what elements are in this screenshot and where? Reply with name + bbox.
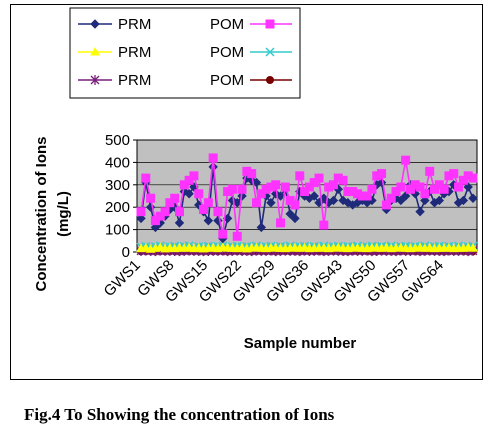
data-point <box>237 184 247 194</box>
data-point <box>146 193 156 203</box>
data-point <box>203 215 214 226</box>
y-axis-title-line1: Concentration of Ions <box>33 137 50 292</box>
series-2-pom <box>136 153 478 241</box>
data-point <box>367 184 377 194</box>
data-point <box>396 182 406 192</box>
legend-marker <box>266 76 274 84</box>
legend-marker <box>90 75 100 85</box>
data-point <box>213 207 223 217</box>
legend-label: POM <box>210 44 244 61</box>
y-tick-label: 100 <box>105 222 130 239</box>
x-axis-title: Sample number <box>244 335 357 352</box>
legend-marker <box>90 46 100 56</box>
data-point <box>463 182 473 192</box>
data-point <box>266 198 276 208</box>
y-tick-label: 200 <box>105 199 130 216</box>
data-point <box>155 242 166 252</box>
data-point <box>170 193 180 203</box>
data-point <box>150 222 161 233</box>
data-point <box>141 173 151 183</box>
data-point <box>314 173 324 183</box>
legend-label: PRM <box>118 44 151 61</box>
data-point <box>208 153 218 163</box>
data-point <box>295 171 305 181</box>
y-axis-ticks: 0 100 200 300 400 500 <box>105 132 137 261</box>
data-point <box>140 242 151 252</box>
data-point <box>396 195 406 206</box>
legend-marker <box>265 47 275 57</box>
data-point <box>328 180 338 190</box>
data-point <box>199 204 209 214</box>
series-line <box>140 244 474 249</box>
data-point <box>290 200 300 210</box>
data-point <box>290 213 300 224</box>
y-tick-label: 0 <box>122 244 130 261</box>
data-point <box>439 184 449 194</box>
data-point <box>251 177 262 188</box>
y-tick-label: 500 <box>105 132 130 149</box>
data-point <box>468 193 478 203</box>
concentration-chart: PRM POM PRM POM PRM POM 0 100 200 300 400 500 GWS1… <box>33 7 478 352</box>
data-point <box>184 189 194 199</box>
data-point <box>458 195 469 206</box>
data-point <box>232 198 242 208</box>
y-tick-label: 400 <box>105 154 130 171</box>
data-point <box>203 198 213 208</box>
legend-marker <box>265 19 275 29</box>
data-point <box>377 169 387 179</box>
y-tick-label: 300 <box>105 177 130 194</box>
legend-marker <box>90 19 100 29</box>
figure-caption: Fig.4 To Showing the concentration of Io… <box>24 405 335 424</box>
data-point <box>174 218 185 228</box>
data-point <box>160 207 170 217</box>
series-group <box>136 153 478 257</box>
data-point <box>280 182 290 192</box>
data-point <box>468 243 478 252</box>
data-point <box>381 200 391 210</box>
data-point <box>136 207 146 217</box>
data-point <box>425 166 435 176</box>
data-point <box>276 218 286 228</box>
data-point <box>285 209 295 219</box>
data-point <box>401 155 411 165</box>
data-point <box>449 169 459 179</box>
data-point <box>275 191 286 201</box>
data-point <box>362 191 372 201</box>
data-point <box>468 173 478 183</box>
data-point <box>247 169 257 179</box>
data-point <box>232 231 242 241</box>
data-point <box>400 191 411 201</box>
x-tick-label: GWS1 <box>101 257 144 300</box>
data-point <box>420 189 430 199</box>
data-point <box>251 198 261 208</box>
data-point <box>227 184 237 194</box>
data-point <box>136 213 146 224</box>
data-point <box>189 171 199 181</box>
data-point <box>415 182 425 192</box>
data-point <box>434 195 445 206</box>
x-axis-ticks: GWS1GWS8GWS15GWS22GWS29GWS36GWS43GWS50GW… <box>101 252 447 306</box>
data-point <box>218 229 228 239</box>
data-point <box>415 206 425 217</box>
data-point <box>420 195 430 206</box>
data-point <box>338 175 348 185</box>
data-point <box>309 191 319 201</box>
data-point <box>319 220 329 230</box>
data-point <box>174 207 184 217</box>
data-point <box>271 180 281 190</box>
data-point <box>328 195 339 206</box>
legend-label: POM <box>210 72 244 89</box>
legend-box <box>69 7 301 99</box>
legend-label: POM <box>210 16 244 33</box>
legend-label: PRM <box>118 16 151 33</box>
data-point <box>386 193 396 203</box>
data-point <box>454 182 464 192</box>
data-point <box>194 189 204 199</box>
legend: PRM POM PRM POM PRM POM <box>78 16 292 89</box>
series-3-prm <box>136 242 478 253</box>
legend-label: PRM <box>118 72 151 89</box>
y-axis-title-line2: (mg/L) <box>55 191 72 237</box>
data-point <box>256 222 266 233</box>
